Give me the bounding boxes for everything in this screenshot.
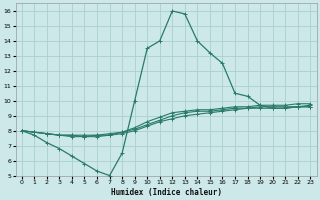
X-axis label: Humidex (Indice chaleur): Humidex (Indice chaleur) bbox=[110, 188, 221, 197]
